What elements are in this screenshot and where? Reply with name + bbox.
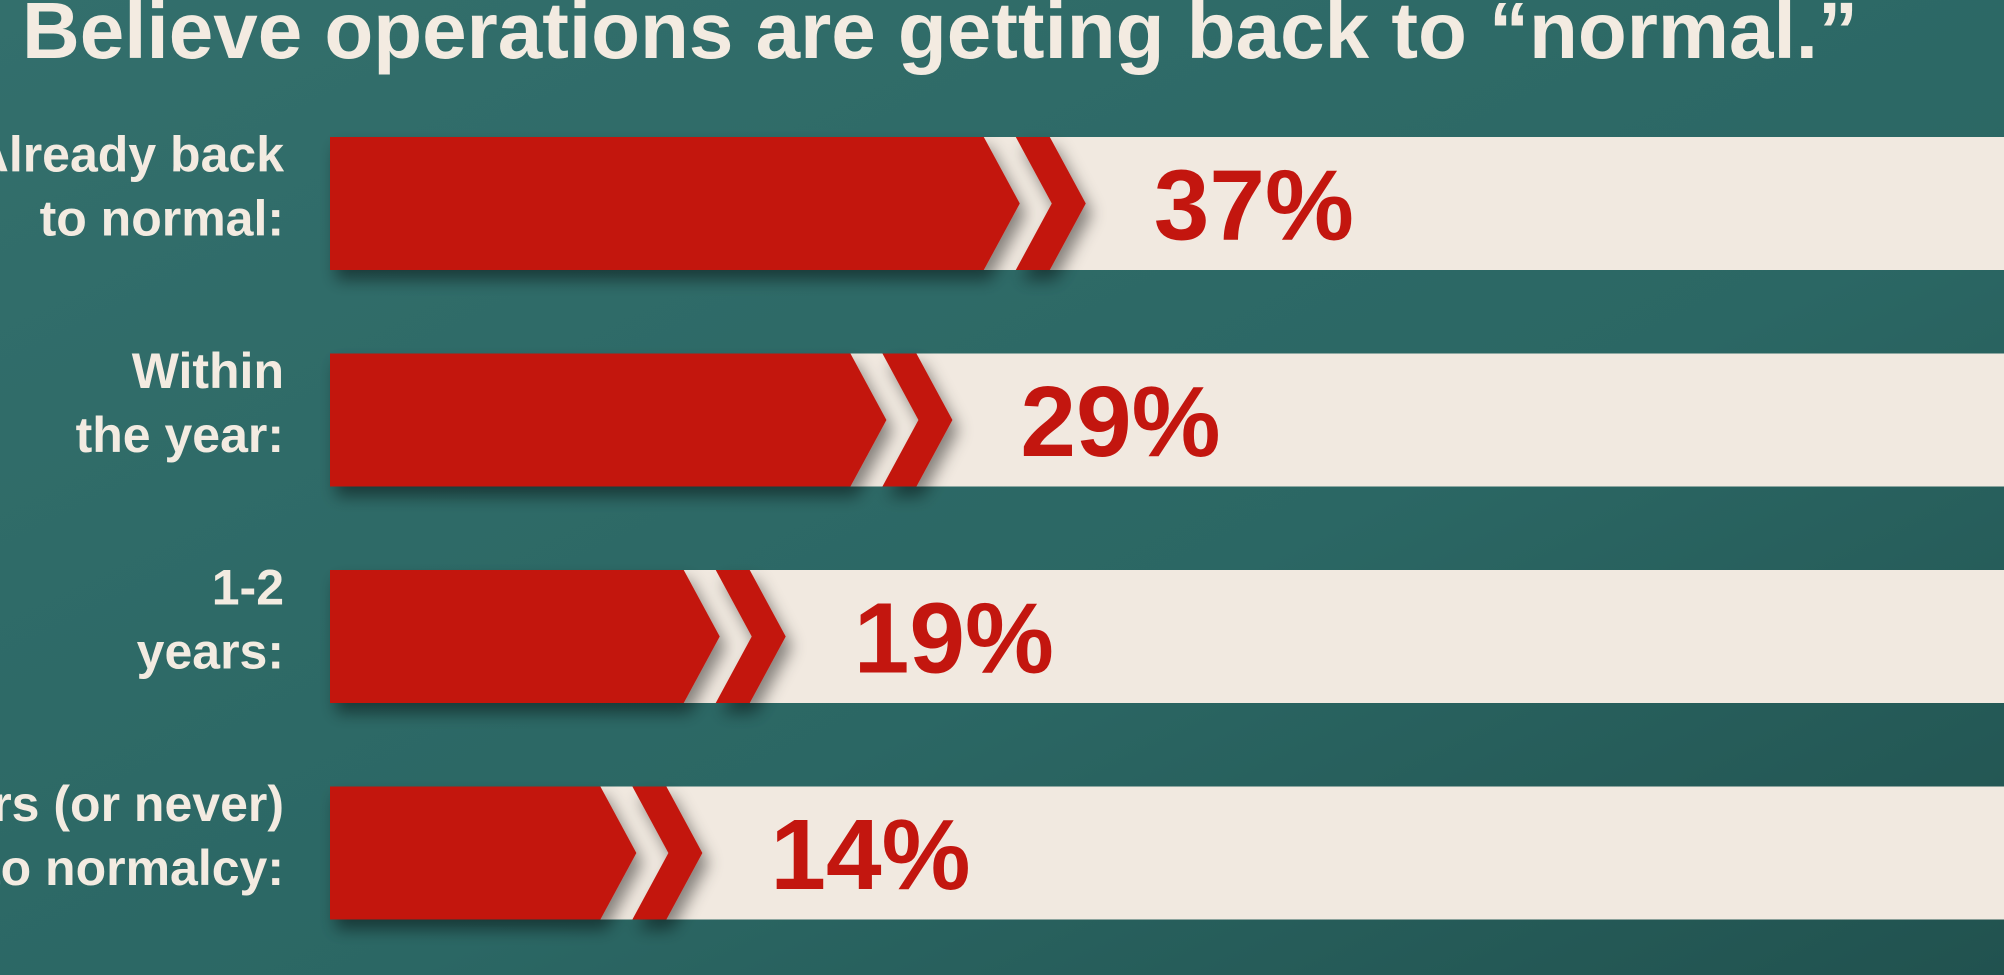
chart-title: Believe operations are getting back to “…: [22, 0, 1858, 75]
bar: [330, 354, 952, 487]
value-label: 29%: [1020, 366, 1220, 478]
value-label: 14%: [770, 799, 970, 911]
bar-body: [330, 137, 1020, 270]
category-label: years:: [137, 624, 284, 680]
category-label: 1-2: [212, 560, 284, 616]
category-label: ears (or never): [0, 776, 284, 832]
bar: [330, 137, 1086, 270]
category-label: k to normalcy:: [0, 840, 284, 896]
bar-body: [330, 787, 636, 920]
chart: Believe operations are getting back to “…: [0, 0, 2004, 975]
bar-body: [330, 354, 886, 487]
category-label: to normal:: [40, 191, 284, 247]
value-label: 19%: [854, 583, 1054, 695]
page: {"chart_data": {"type": "arrow-bar", "ti…: [0, 0, 2004, 975]
category-label: Already back: [0, 127, 284, 183]
value-label: 37%: [1154, 150, 1354, 262]
category-label: the year:: [76, 407, 284, 463]
category-label: Within: [132, 343, 284, 399]
bar-body: [330, 570, 720, 703]
